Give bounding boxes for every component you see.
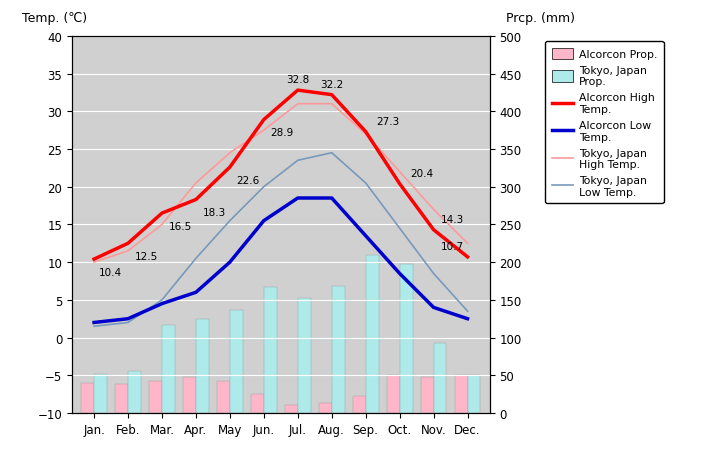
Bar [81,383,94,413]
Bar [319,403,332,413]
Bar [183,377,196,413]
Text: 28.9: 28.9 [271,128,294,138]
Text: 16.5: 16.5 [168,221,192,231]
Bar [400,265,413,413]
Bar [433,343,446,413]
Bar [285,405,298,413]
Bar [217,381,230,413]
Text: 32.2: 32.2 [320,79,343,90]
Bar [128,371,141,413]
Bar [162,325,175,413]
Text: 12.5: 12.5 [135,251,158,261]
Bar [467,375,480,413]
Bar [264,287,276,413]
Text: Temp. (℃): Temp. (℃) [22,12,87,25]
Bar [94,374,107,413]
Bar [353,397,366,413]
Bar [298,298,310,413]
Bar [251,394,264,413]
Text: 22.6: 22.6 [237,175,260,185]
Bar [230,310,243,413]
Bar [332,286,345,413]
Bar [149,381,162,413]
Legend: Alcorcon Prop., Tokyo, Japan
Prop., Alcorcon High
Temp., Alcorcon Low
Temp., Tok: Alcorcon Prop., Tokyo, Japan Prop., Alco… [545,42,664,204]
Bar [387,375,400,413]
Text: 10.4: 10.4 [99,267,122,277]
Bar [420,377,433,413]
Text: 14.3: 14.3 [441,214,464,224]
Bar [196,320,209,413]
Text: Prcp. (mm): Prcp. (mm) [506,12,575,25]
Text: 18.3: 18.3 [203,207,226,218]
Text: 10.7: 10.7 [441,241,464,251]
Bar [454,375,467,413]
Text: 32.8: 32.8 [286,75,310,85]
Bar [366,255,379,413]
Text: 27.3: 27.3 [376,116,399,126]
Text: 20.4: 20.4 [410,168,433,178]
Bar [115,385,128,413]
